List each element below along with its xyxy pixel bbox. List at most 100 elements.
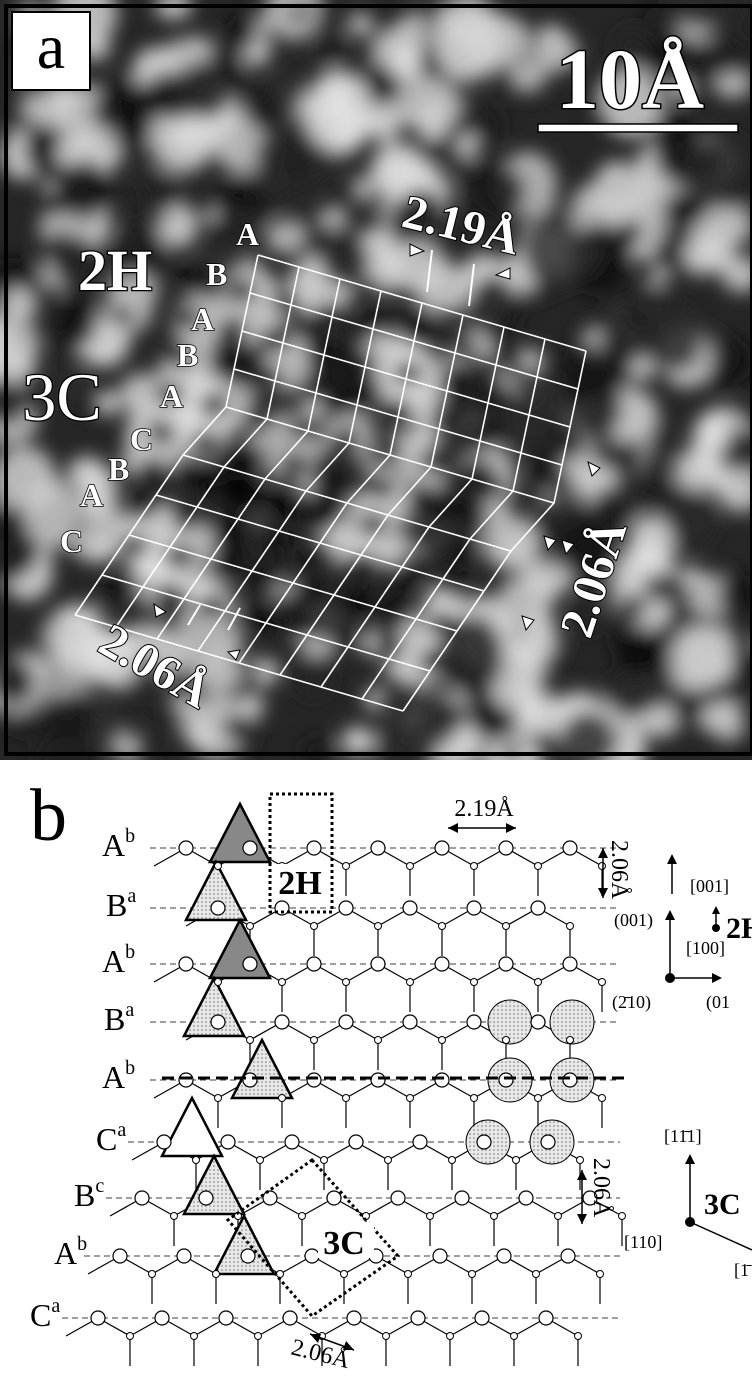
texture-blob — [599, 67, 663, 138]
texture-blob — [322, 464, 352, 488]
texture-blob — [252, 164, 292, 205]
stack-label-base: B — [106, 887, 127, 923]
plane-2h-left: (2̄10) — [612, 992, 651, 1013]
atom-small — [340, 1270, 348, 1278]
stack-label-base: B — [74, 1177, 95, 1213]
texture-blob — [349, 350, 379, 374]
spacing-top-label: 2.19Å — [454, 796, 514, 822]
atom-small — [468, 1270, 476, 1278]
atom-large — [210, 1014, 226, 1030]
atom-large — [476, 1134, 492, 1150]
texture-blob — [174, 61, 235, 119]
texture-blob — [294, 652, 333, 700]
tetrahedron — [211, 1213, 277, 1276]
atom-large — [540, 1134, 556, 1150]
axes-3c: [11̄1] 3C [110] [1̄ — [624, 1126, 752, 1280]
texture-blob — [160, 702, 181, 725]
stack-letter: C — [130, 421, 153, 457]
atom-large — [560, 1248, 576, 1264]
atom-large — [390, 1190, 406, 1206]
atom-large — [240, 1248, 256, 1264]
atom-large — [562, 840, 578, 856]
atom-large — [338, 900, 354, 916]
stack-label-sup: c — [95, 1175, 104, 1197]
texture-blob — [454, 497, 484, 521]
axis-3c-down: [1̄ — [734, 1260, 752, 1280]
texture-blob — [88, 628, 139, 689]
texture-blob — [193, 726, 214, 749]
axes-2h: [001] [100] 2H (001) (2̄10) (01 — [612, 854, 752, 1013]
texture-blob — [225, 15, 258, 51]
texture-blob — [394, 77, 461, 131]
atom-small — [502, 1036, 510, 1044]
tetrahedron — [181, 1153, 247, 1216]
texture-blob — [467, 274, 523, 338]
atom-large — [306, 956, 322, 972]
texture-blob — [393, 13, 429, 55]
atom-small — [342, 978, 350, 986]
texture-blob — [305, 69, 373, 152]
atom-large — [274, 900, 290, 916]
svg-text:Ba: Ba — [104, 999, 134, 1037]
axis-2h-up: [001] — [690, 876, 729, 896]
atom-small — [214, 862, 222, 870]
texture-blob — [613, 26, 652, 67]
texture-blob — [83, 468, 119, 513]
texture-blob — [402, 323, 432, 347]
texture-blob — [456, 133, 479, 159]
atom-small — [246, 922, 254, 930]
texture-blob — [409, 693, 459, 748]
atom-small — [148, 1270, 156, 1278]
atom-large — [466, 900, 482, 916]
atom-large — [326, 1190, 342, 1206]
texture-blob — [340, 388, 370, 412]
grid-line — [74, 254, 259, 616]
atom-large — [434, 1072, 450, 1088]
atom-large — [498, 840, 514, 856]
grid-line — [238, 302, 423, 664]
schematic-svg: b Ab Ba Ab Ba Ab Ca Bc Ab Ca 2H 3C 2.1 — [30, 775, 752, 1375]
atom-large — [402, 900, 418, 916]
atom-large — [112, 1248, 128, 1264]
stack-label-base: A — [102, 827, 125, 863]
texture-blob — [270, 290, 300, 314]
texture-blob — [155, 382, 185, 406]
texture-blob — [265, 219, 305, 255]
texture-blob — [41, 181, 58, 194]
stack-label-sup: a — [125, 999, 134, 1021]
texture-blob — [472, 421, 502, 445]
texture-blob — [617, 626, 662, 673]
plane-2h-right: (01 — [706, 992, 730, 1013]
stack-letter: A — [160, 378, 183, 414]
unit-cell-3c-label: 3C — [323, 1225, 365, 1262]
hrtem-svg: a 10Å 2H 3C A B A B A C B A C 2.19Å 2.06… — [0, 0, 752, 760]
bond-network — [65, 847, 623, 1366]
texture-blob — [55, 160, 112, 220]
atom-small — [438, 922, 446, 930]
atom-small — [320, 1156, 328, 1164]
texture-blob — [522, 562, 572, 598]
label-2h: 2H — [78, 238, 152, 303]
texture-blob — [24, 478, 80, 548]
atom-small — [512, 1156, 520, 1164]
atom-small — [446, 1332, 454, 1340]
texture-blob — [455, 161, 473, 181]
texture-blob — [568, 221, 631, 298]
texture-blob — [110, 572, 140, 596]
atom-large — [538, 1310, 554, 1326]
atom-large — [466, 1014, 482, 1030]
atom-small — [342, 862, 350, 870]
texture-blob — [385, 241, 449, 292]
texture-blob — [593, 479, 642, 526]
lattice-grid-overlay — [74, 254, 587, 712]
atom-small — [438, 1036, 446, 1044]
atom-small — [510, 1332, 518, 1340]
atom-small — [576, 1156, 584, 1164]
stack-label-sup: b — [125, 941, 135, 963]
stack-letter: B — [108, 451, 129, 487]
texture-blob — [98, 390, 120, 416]
spacing-bottom-label: 2.06Å — [289, 1335, 354, 1375]
atom-small — [298, 1212, 306, 1220]
atom-large — [178, 1072, 194, 1088]
texture-blob — [173, 306, 203, 330]
